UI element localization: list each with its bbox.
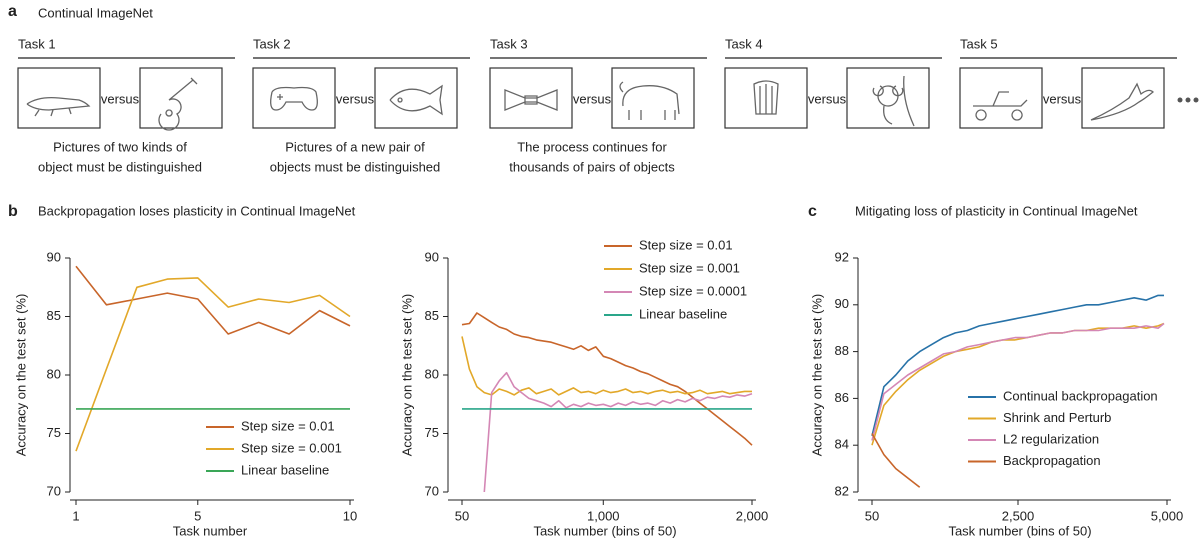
object-icon (504, 89, 558, 111)
legend-label: Step size = 0.0001 (639, 283, 747, 298)
versus-label: versus (336, 91, 375, 106)
y-axis-label: Accuracy on the test set (%) (809, 294, 824, 457)
series-line (871, 322, 1165, 441)
versus-label: versus (573, 91, 612, 106)
series-line (75, 265, 351, 335)
y-tick-label: 70 (425, 483, 439, 498)
y-tick-label: 82 (835, 483, 849, 498)
task-caption: Pictures of two kinds of (53, 139, 187, 154)
task-caption: Pictures of a new pair of (285, 139, 425, 154)
x-tick-label: 1,000 (587, 508, 620, 523)
task-caption: object must be distinguished (38, 159, 202, 174)
panel-title: Backpropagation loses plasticity in Cont… (38, 203, 356, 218)
image-box (611, 67, 695, 129)
image-box (1081, 67, 1165, 129)
y-tick-label: 90 (47, 249, 61, 264)
object-icon (753, 80, 779, 115)
tasks: Task 1 versus Pictures of two kinds of obje… (17, 36, 1177, 174)
legend-label: Step size = 0.01 (639, 237, 733, 252)
y-tick-label: 84 (835, 437, 849, 452)
object-icon (26, 96, 91, 117)
task-caption: objects must be distinguished (270, 159, 441, 174)
panel-title: Mitigating loss of plasticity in Continu… (855, 203, 1138, 218)
legend-label: L2 regularization (1003, 431, 1099, 446)
series-line (461, 336, 752, 396)
y-tick-label: 86 (835, 390, 849, 405)
task-label: Task 4 (725, 36, 763, 51)
image-box (17, 67, 101, 129)
x-axis-label: Task number (173, 523, 248, 538)
object-icon (1090, 82, 1154, 121)
image-box (724, 67, 808, 129)
y-tick-label: 90 (835, 296, 849, 311)
task-label: Task 3 (490, 36, 528, 51)
y-axis-label: Accuracy on the test set (%) (399, 294, 414, 457)
x-tick-label: 5,000 (1151, 508, 1184, 523)
image-box (846, 67, 930, 129)
x-tick-label: 50 (455, 508, 469, 523)
legend-label: Step size = 0.001 (241, 440, 342, 455)
series-line (483, 371, 753, 492)
image-box (252, 67, 336, 129)
series-line (75, 277, 351, 452)
y-axis-label: Accuracy on the test set (%) (13, 294, 28, 457)
y-tick-label: 70 (47, 483, 61, 498)
versus-label: versus (808, 91, 847, 106)
y-tick-label: 85 (47, 308, 61, 323)
legend-label: Backpropagation (1003, 453, 1101, 468)
series-line (871, 433, 921, 488)
object-icon (872, 75, 915, 127)
task-caption: thousands of pairs of objects (509, 159, 675, 174)
object-icon (973, 91, 1028, 121)
series-line (461, 312, 753, 446)
image-box (374, 67, 458, 129)
x-tick-label: 10 (343, 508, 357, 523)
task-label: Task 1 (18, 36, 56, 51)
ellipsis (1177, 97, 1199, 103)
y-tick-label: 88 (835, 343, 849, 358)
y-tick-label: 90 (425, 249, 439, 264)
y-tick-label: 92 (835, 249, 849, 264)
x-axis-label: Task number (bins of 50) (948, 523, 1091, 538)
panel-label: c (808, 203, 817, 220)
y-tick-label: 80 (425, 366, 439, 381)
panel-title: Continual ImageNet (38, 5, 153, 20)
image-box (139, 67, 223, 129)
legend-label: Step size = 0.01 (241, 418, 335, 433)
x-tick-label: 2,000 (736, 508, 769, 523)
y-tick-label: 85 (425, 308, 439, 323)
legend-label: Linear baseline (639, 306, 727, 321)
legend-label: Linear baseline (241, 462, 329, 477)
object-icon (619, 81, 680, 120)
versus-label: versus (101, 91, 140, 106)
object-icon (389, 84, 443, 116)
y-tick-label: 75 (425, 425, 439, 440)
task-caption: The process continues for (517, 139, 667, 154)
object-icon (158, 77, 198, 131)
panel-label: a (8, 3, 17, 20)
panel-label: b (8, 203, 18, 220)
legend-label: Continual backpropagation (1003, 388, 1158, 403)
x-tick-label: 5 (194, 508, 201, 523)
task-label: Task 2 (253, 36, 291, 51)
x-tick-label: 50 (865, 508, 879, 523)
image-box (959, 67, 1043, 129)
legend-label: Step size = 0.001 (639, 260, 740, 275)
image-box (489, 67, 573, 129)
object-icon (270, 86, 318, 111)
versus-label: versus (1043, 91, 1082, 106)
x-axis-label: Task number (bins of 50) (533, 523, 676, 538)
series-line (871, 294, 1164, 436)
y-tick-label: 75 (47, 425, 61, 440)
x-tick-label: 1 (72, 508, 79, 523)
task-label: Task 5 (960, 36, 998, 51)
series-line (871, 322, 1165, 446)
x-tick-label: 2,500 (1002, 508, 1035, 523)
legend-label: Shrink and Perturb (1003, 410, 1111, 425)
y-tick-label: 80 (47, 366, 61, 381)
